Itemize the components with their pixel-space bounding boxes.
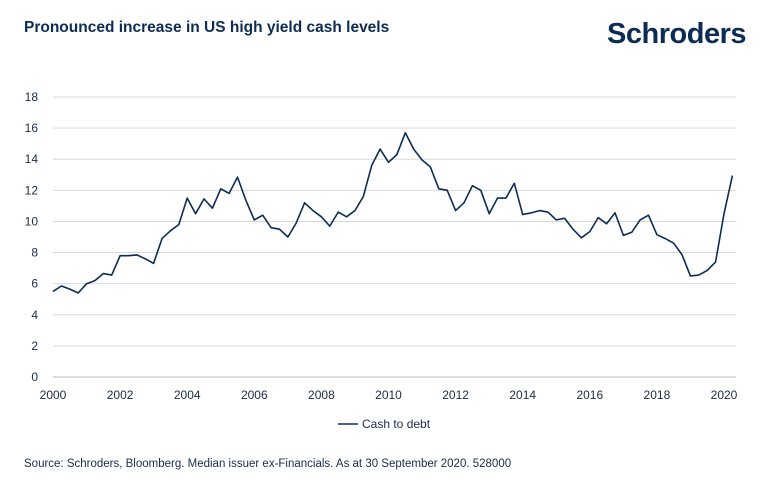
x-tick-label: 2016	[576, 388, 603, 402]
x-tick-label: 2014	[509, 388, 536, 402]
source-note: Source: Schroders, Bloomberg. Median iss…	[24, 458, 512, 470]
gridlines	[53, 96, 736, 378]
y-tick-label: 18	[25, 90, 39, 104]
chart-title: Pronounced increase in US high yield cas…	[24, 19, 390, 36]
y-tick-label: 0	[31, 370, 38, 384]
brand-logo: Schroders	[607, 18, 746, 50]
x-tick-label: 2010	[375, 388, 402, 402]
y-tick-label: 2	[31, 339, 38, 353]
series-layer	[52, 132, 734, 294]
x-tick-label: 2004	[174, 388, 201, 402]
series-line	[52, 132, 734, 294]
y-tick-label: 14	[25, 152, 39, 166]
x-tick-label: 2000	[40, 388, 67, 402]
legend: Cash to debt	[338, 417, 431, 431]
x-tick-label: 2020	[711, 388, 738, 402]
x-tick-label: 2018	[644, 388, 671, 402]
y-tick-label: 6	[31, 277, 38, 291]
x-axis-ticks: 2000 2002 2004 2006 2008 2010 2012 2014 2016 2018…	[40, 388, 738, 402]
y-tick-label: 10	[25, 214, 39, 228]
x-tick-label: 2006	[241, 388, 268, 402]
y-tick-label: 16	[25, 121, 39, 135]
x-tick-label: 2012	[442, 388, 469, 402]
y-tick-label: 4	[31, 308, 38, 322]
y-axis-ticks: 0 2 4 6 8 10 12 14 16 18	[25, 90, 39, 384]
legend-label: Cash to debt	[362, 417, 431, 431]
x-tick-label: 2002	[107, 388, 134, 402]
y-tick-label: 12	[25, 183, 39, 197]
y-tick-label: 8	[31, 246, 38, 260]
x-tick-label: 2008	[308, 388, 335, 402]
